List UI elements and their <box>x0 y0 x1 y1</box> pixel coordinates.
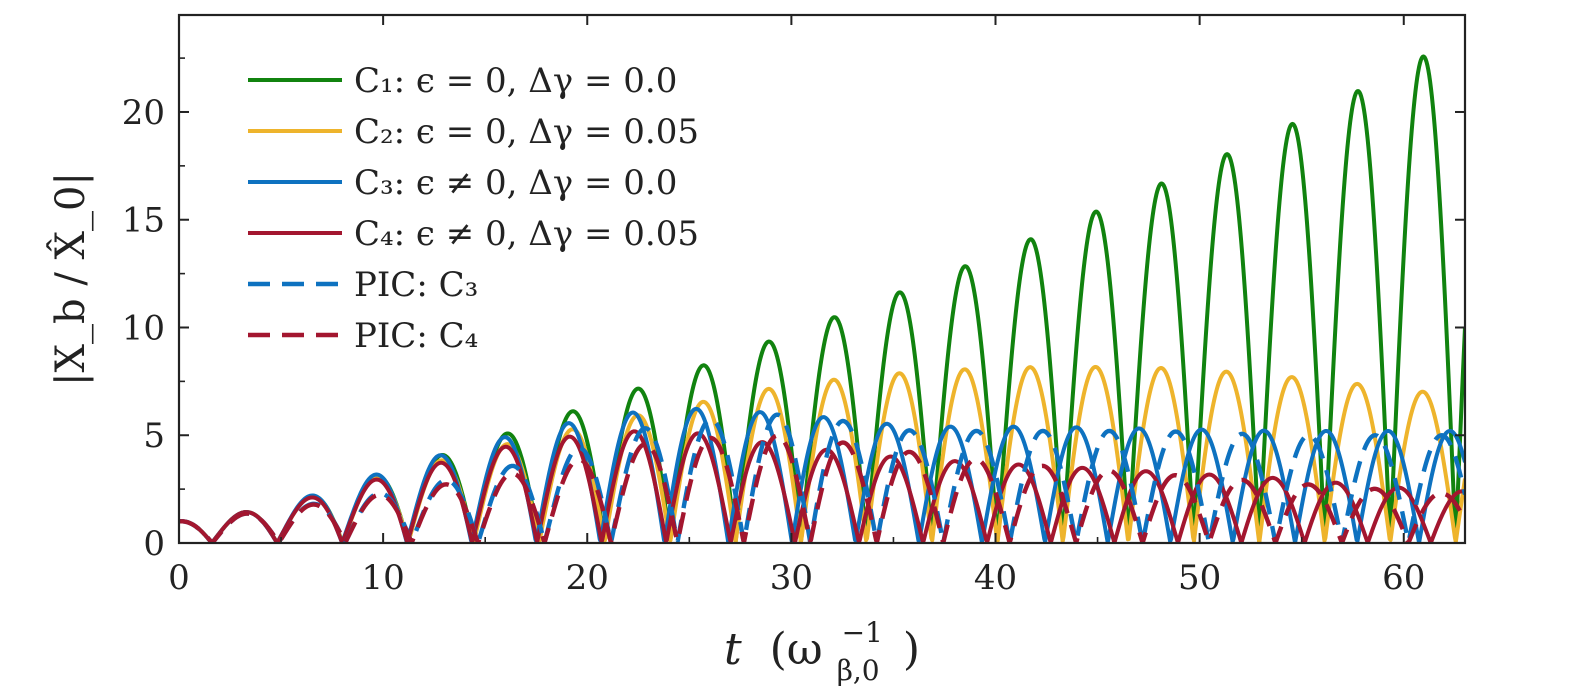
legend-label-c2: C₂: ϵ = 0, Δγ = 0.05 <box>354 112 699 152</box>
x-tick-label: 10 <box>361 558 404 598</box>
x-tick-label: 0 <box>168 558 190 598</box>
y-tick-label: 0 <box>143 524 165 564</box>
axis-ticks: 0 10 20 30 40 50 60 0 5 10 15 20 <box>122 15 1465 598</box>
y-tick-label: 20 <box>122 93 165 133</box>
y-axis-title-text: |X_b / X̂_0| <box>48 172 94 386</box>
x-tick-label: 60 <box>1382 558 1425 598</box>
legend: C₁: ϵ = 0, Δγ = 0.0 C₂: ϵ = 0, Δγ = 0.05 C… <box>248 61 699 356</box>
x-axis-title-main: t <box>724 624 742 675</box>
x-axis-title-sup: −1 <box>842 616 883 649</box>
x-tick-label: 20 <box>566 558 609 598</box>
x-tick-label: 40 <box>974 558 1017 598</box>
x-axis-title: t (ω β,0 −1 ) <box>724 602 920 690</box>
y-tick-label: 15 <box>122 201 165 241</box>
x-tick-label: 50 <box>1178 558 1221 598</box>
x-axis-title-close: ) <box>903 624 920 675</box>
legend-label-pic-c3: PIC: C₃ <box>354 265 478 305</box>
svg-text:|X_b / X̂_0|: |X_b / X̂_0| <box>48 172 94 386</box>
y-axis-title: |X_b / X̂_0| <box>48 172 94 386</box>
x-axis-title-open: (ω <box>770 624 823 675</box>
y-tick-label: 10 <box>122 308 165 348</box>
x-tick-label: 30 <box>770 558 813 598</box>
legend-label-c4: C₄: ϵ ≠ 0, Δγ = 0.05 <box>354 214 699 254</box>
y-tick-label: 5 <box>143 416 165 456</box>
legend-label-c1: C₁: ϵ = 0, Δγ = 0.0 <box>354 61 677 101</box>
series-layer <box>179 54 1465 543</box>
legend-label-c3: C₃: ϵ ≠ 0, Δγ = 0.0 <box>354 163 677 203</box>
x-axis-title-sub: β,0 <box>837 654 880 687</box>
series-line-pic-c4 <box>179 433 1465 543</box>
legend-label-pic-c4: PIC: C₄ <box>354 316 478 356</box>
plot-frame <box>177 13 1467 545</box>
